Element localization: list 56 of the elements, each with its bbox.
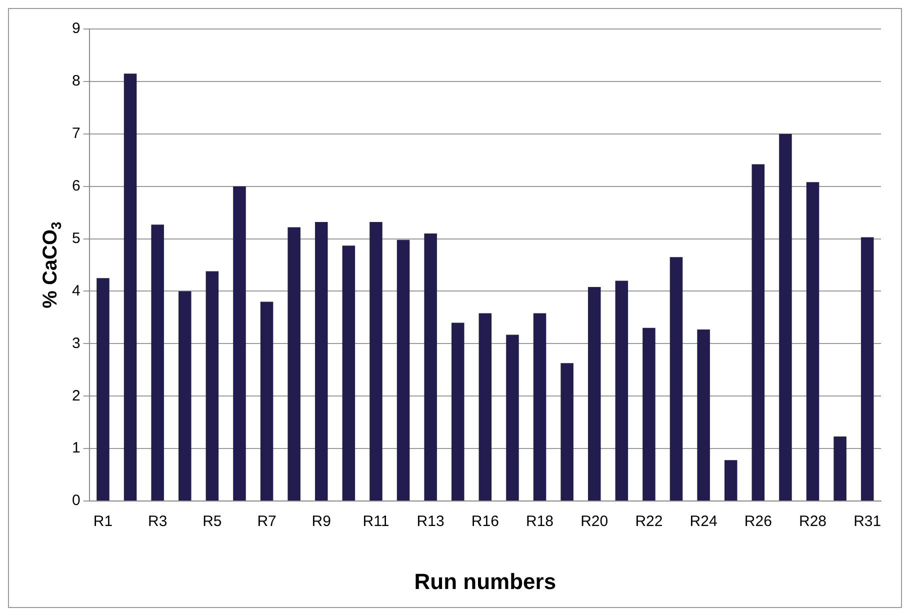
- bar: [370, 222, 382, 500]
- x-tick-label: R9: [312, 513, 331, 530]
- bar: [451, 322, 464, 500]
- bar: [206, 271, 219, 500]
- bar: [396, 240, 410, 500]
- y-tick-label: 5: [72, 230, 80, 247]
- x-tick-label: R22: [635, 513, 663, 530]
- x-tick-label: R31: [854, 513, 882, 530]
- x-tick-label: R1: [93, 513, 113, 530]
- bar: [615, 280, 628, 500]
- bar: [424, 234, 437, 500]
- bar: [342, 246, 356, 500]
- x-tick-label: R18: [526, 513, 554, 530]
- bar: [670, 257, 683, 500]
- bar: [860, 237, 874, 500]
- y-tick-label: 2: [72, 387, 80, 404]
- bar: [288, 227, 300, 500]
- x-tick-label: R24: [690, 513, 718, 530]
- bar: [642, 328, 656, 500]
- x-tick-label: R28: [798, 513, 827, 530]
- y-tick-label: 8: [72, 72, 80, 90]
- x-tick-label: R20: [580, 513, 608, 530]
- bar: [588, 287, 601, 500]
- bar: [178, 291, 192, 500]
- bar: [478, 313, 492, 500]
- y-tick-label: 0: [72, 492, 80, 510]
- y-tick-label: 9: [72, 20, 80, 38]
- bar: [151, 224, 164, 500]
- x-tick-label: R13: [416, 513, 444, 530]
- bar: [506, 334, 519, 500]
- bar: [233, 186, 246, 500]
- bar: [752, 164, 765, 500]
- bar: [315, 222, 328, 500]
- x-tick-label: R16: [471, 513, 499, 530]
- y-tick-label: 1: [72, 440, 80, 457]
- y-tick-label: 7: [72, 125, 80, 142]
- bar: [724, 460, 738, 500]
- x-tick-label: R5: [202, 513, 222, 530]
- bar: [96, 278, 110, 500]
- x-tick-label: R3: [148, 513, 168, 530]
- bar: [697, 330, 710, 500]
- bar: [260, 302, 274, 500]
- bar: [806, 182, 820, 500]
- bar: [560, 363, 574, 500]
- bar: [834, 436, 846, 500]
- x-tick-label: R26: [744, 513, 772, 530]
- bar: [533, 313, 546, 500]
- y-axis-title: % CaCO3: [40, 221, 64, 308]
- bar: [779, 134, 792, 500]
- bar: [124, 74, 137, 500]
- y-tick-label: 6: [72, 177, 80, 194]
- x-tick-label: R7: [257, 513, 276, 530]
- x-tick-label: R11: [362, 513, 390, 530]
- x-axis-title: Run numbers: [414, 569, 556, 594]
- y-tick-label: 3: [72, 334, 80, 352]
- y-tick-label: 4: [72, 282, 80, 300]
